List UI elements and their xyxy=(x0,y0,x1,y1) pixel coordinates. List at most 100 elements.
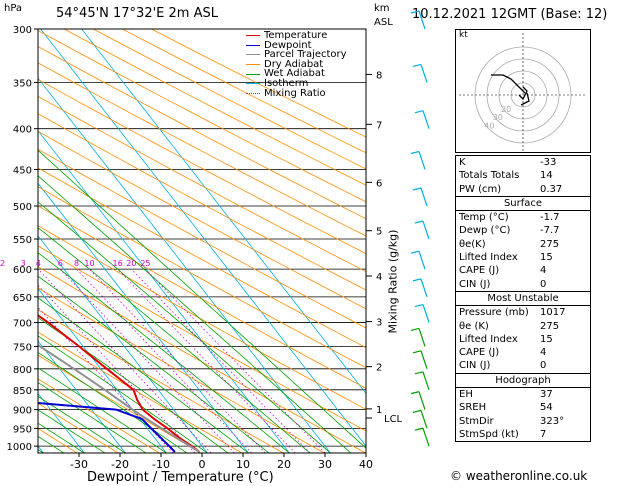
wet-adiabat-line xyxy=(38,175,352,453)
mu-pressure-row: Pressure (mb) 1017 xyxy=(459,307,566,319)
indices-table: K -33 Totals Totals 14 PW (cm) 0.37 Surface… xyxy=(455,155,591,443)
mu-theta-row: θe (K) 275 xyxy=(459,320,560,332)
dry-adiabat-line xyxy=(38,130,366,310)
legend-item: Isotherm xyxy=(246,79,347,89)
mu-li-row: Lifted Index 15 xyxy=(459,333,553,345)
wet-adiabat-line xyxy=(38,227,311,453)
wind-barb-icon xyxy=(420,410,428,429)
wind-barb-icon xyxy=(422,220,430,240)
wet-adiabat-line xyxy=(38,352,188,453)
wind-barb-icon xyxy=(410,250,420,254)
isotherm-line xyxy=(0,29,2,453)
temperature-tick-label: -30 xyxy=(70,458,88,471)
legend-swatch xyxy=(246,64,260,66)
pressure-tick-label: 300 xyxy=(13,25,32,36)
legend-swatch xyxy=(246,92,260,94)
pressure-tick-label: 500 xyxy=(13,202,32,213)
wet-adiabat-line xyxy=(38,297,249,453)
dry-adiabat-line xyxy=(38,331,243,453)
wind-barb-icon xyxy=(414,427,424,431)
legend-label: Wet Adiabat xyxy=(264,68,325,80)
temperature-tick-label: 40 xyxy=(359,458,373,471)
wet-adiabat-line xyxy=(38,201,331,453)
wind-barb-icon xyxy=(422,371,430,391)
km-tick-label: 5 xyxy=(376,227,382,238)
k-index-row: K -33 xyxy=(459,157,557,168)
temperature-tick-label: -20 xyxy=(111,458,129,471)
pressure-tick-label: 900 xyxy=(13,406,32,417)
dry-adiabat-line xyxy=(38,78,366,255)
pressure-tick-label: 600 xyxy=(13,265,32,276)
legend-item: Dewpoint xyxy=(246,40,347,51)
surface-header: Surface xyxy=(456,195,590,212)
mixing-ratio-label: 8 xyxy=(74,259,79,268)
wind-barb-icon xyxy=(412,278,422,282)
mixing-ratio-label: 10 xyxy=(84,259,94,268)
hodograph-ring-label: 20 xyxy=(501,105,511,114)
legend-swatch xyxy=(246,83,260,85)
mu-cin-row: CIN (J) 0 xyxy=(459,360,547,372)
legend: Temperature Dewpoint Parcel Trajectory Dry … xyxy=(246,31,347,98)
copyright-link[interactable]: © weatheronline.co.uk xyxy=(450,469,588,483)
legend-swatch xyxy=(246,73,260,75)
wind-barb-icon xyxy=(410,391,420,395)
wind-barb-icon xyxy=(418,151,426,170)
wet-adiabat-line xyxy=(38,275,270,453)
isotherm-line xyxy=(38,130,290,453)
dry-adiabat-line xyxy=(38,46,366,220)
dry-adiabat-line xyxy=(38,167,366,349)
temperature-tick-label: 30 xyxy=(318,458,332,471)
x-axis-title: Dewpoint / Temperature (°C) xyxy=(87,470,274,485)
km-tick-label: 6 xyxy=(376,178,382,189)
wind-barb-icon xyxy=(418,391,426,410)
wind-barb-icon xyxy=(418,10,426,30)
surface-temp-row: Temp (°C) -1.7 xyxy=(459,212,560,224)
legend-item: Wet Adiabat xyxy=(246,69,347,79)
km-tick-label: 3 xyxy=(376,318,382,329)
legend-swatch xyxy=(246,35,260,37)
mixing-ratio-label: 3 xyxy=(21,259,26,268)
hodograph-ring-label: 40 xyxy=(484,122,494,131)
dry-adiabat-line xyxy=(38,148,366,329)
wind-barb-icon xyxy=(418,328,426,347)
pressure-tick-label: 450 xyxy=(13,165,32,176)
wind-barb-icon xyxy=(420,64,428,83)
km-tick-label: 7 xyxy=(376,120,382,131)
mixing-ratio-line xyxy=(60,268,235,453)
dry-adiabat-line xyxy=(38,62,366,237)
dry-adiabat-line xyxy=(38,287,325,453)
lcl-label: LCL xyxy=(384,414,403,425)
datetime-title: 10.12.2021 12GMT (Base: 12) xyxy=(412,7,608,22)
dry-adiabat-line xyxy=(38,266,366,453)
wind-barb-icon xyxy=(420,278,428,298)
dry-adiabat-line xyxy=(38,113,366,291)
hodograph-trace xyxy=(491,74,526,94)
surface-dewp-row: Dewp (°C) -7.7 xyxy=(459,225,560,237)
hodograph-trace xyxy=(518,86,528,101)
totals-totals-row: Totals Totals 14 xyxy=(459,170,553,182)
legend-label: Dry Adiabat xyxy=(264,58,324,70)
pressure-tick-label: 350 xyxy=(13,78,32,89)
pressure-tick-label: 950 xyxy=(13,424,32,435)
pressure-tick-label: 850 xyxy=(13,386,32,397)
wind-barb-icon xyxy=(414,220,424,224)
wind-barb-icon xyxy=(414,110,424,114)
hodograph-ring-label: 30 xyxy=(493,113,503,122)
wind-barb-icon xyxy=(410,327,420,332)
wet-adiabat-line xyxy=(38,149,366,449)
wind-barb-icon xyxy=(418,250,426,270)
wet-adiabat-line xyxy=(38,381,147,453)
wind-barb-icon xyxy=(412,187,422,191)
dry-adiabat-line xyxy=(93,29,366,170)
dewpoint-series-line xyxy=(38,401,176,453)
dry-adiabat-line xyxy=(38,245,366,432)
dry-adiabat-line xyxy=(38,225,366,410)
pressure-tick-label: 650 xyxy=(13,293,32,304)
wind-barb-icon xyxy=(422,427,430,447)
legend-item: Dry Adiabat xyxy=(246,58,347,70)
isotherm-line xyxy=(38,182,249,453)
hpa-unit-label: hPa xyxy=(4,3,23,14)
dry-adiabat-line xyxy=(38,354,201,453)
wind-barb-icon xyxy=(412,409,422,413)
